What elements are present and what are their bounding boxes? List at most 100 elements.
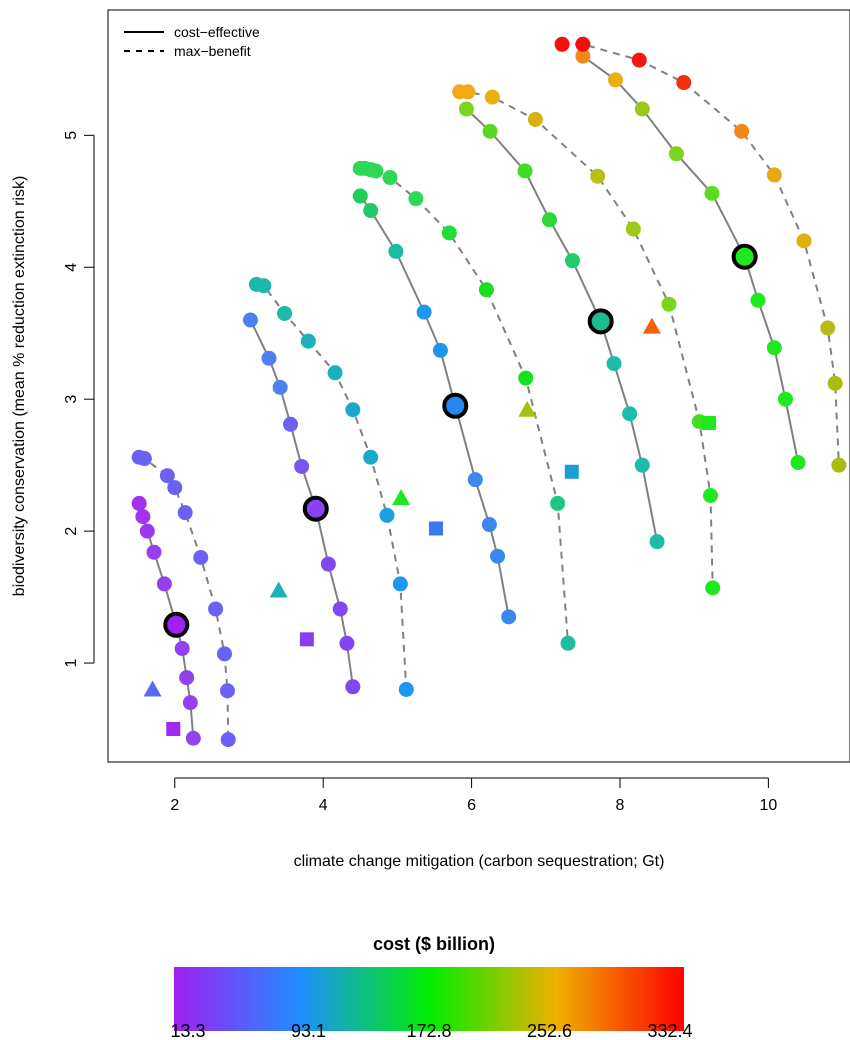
- data-point-27: [339, 636, 354, 651]
- series-line-2-dashed: [139, 457, 228, 739]
- data-point-32: [301, 334, 316, 349]
- x-axis-label: climate change mitigation (carbon seques…: [294, 853, 665, 870]
- colorbar-title: cost ($ billion): [373, 934, 495, 954]
- triangle-marker-2: [270, 581, 288, 597]
- x-tick-label-6: 6: [467, 797, 476, 814]
- data-point-65: [622, 406, 637, 421]
- x-tick-label-4: 4: [319, 797, 328, 814]
- x-tick-label-2: 2: [170, 797, 179, 814]
- data-point-64: [607, 356, 622, 371]
- data-point-71: [528, 112, 543, 127]
- data-point-38: [399, 682, 414, 697]
- x-tick-label-10: 10: [759, 797, 777, 814]
- data-point-87: [555, 37, 570, 52]
- y-tick-label-5: 5: [63, 131, 80, 140]
- data-point-81: [669, 146, 684, 161]
- highlighted-point-5: [734, 246, 756, 268]
- data-point-53: [408, 191, 423, 206]
- legend-label-cost-effective: cost−effective: [174, 24, 260, 40]
- data-point-41: [388, 244, 403, 259]
- data-point-4: [147, 545, 162, 560]
- data-point-40: [363, 203, 378, 218]
- data-point-79: [608, 72, 623, 87]
- data-point-24: [294, 459, 309, 474]
- series-line-10-dashed: [562, 44, 839, 465]
- square-marker-5: [702, 416, 716, 430]
- colorbar-tick-label-3: 172.8: [406, 1021, 451, 1040]
- data-point-80: [635, 101, 650, 116]
- data-point-77: [705, 580, 720, 595]
- data-point-42: [417, 305, 432, 320]
- data-point-93: [796, 233, 811, 248]
- highlighted-point-3: [444, 395, 466, 417]
- data-point-51: [368, 163, 383, 178]
- triangle-marker-4: [518, 401, 536, 417]
- data-point-72: [590, 169, 605, 184]
- data-point-8: [183, 695, 198, 710]
- data-point-36: [379, 508, 394, 523]
- y-tick-label-4: 4: [63, 263, 80, 272]
- triangle-marker-1: [144, 680, 162, 696]
- data-point-19: [221, 732, 236, 747]
- data-point-60: [483, 124, 498, 139]
- data-point-39: [353, 189, 368, 204]
- data-point-25: [321, 557, 336, 572]
- data-point-9: [186, 731, 201, 746]
- data-point-92: [767, 167, 782, 182]
- x-tick-label-8: 8: [616, 797, 625, 814]
- data-point-14: [178, 505, 193, 520]
- data-point-23: [283, 417, 298, 432]
- data-point-57: [550, 496, 565, 511]
- data-point-52: [382, 170, 397, 185]
- data-point-74: [661, 297, 676, 312]
- data-point-26: [333, 601, 348, 616]
- triangle-marker-5: [643, 318, 661, 334]
- colorbar-tick-label-4: 252.6: [527, 1021, 572, 1040]
- colorbar-tick-label-2: 93.1: [291, 1021, 326, 1040]
- data-point-94: [820, 320, 835, 335]
- series-line-7-solid: [466, 109, 657, 542]
- data-point-61: [518, 163, 533, 178]
- highlighted-point-1: [165, 614, 187, 636]
- data-point-46: [490, 549, 505, 564]
- square-marker-3: [429, 521, 443, 535]
- colorbar-tick-label-5: 332.4: [647, 1021, 692, 1040]
- data-point-91: [734, 124, 749, 139]
- data-point-55: [479, 282, 494, 297]
- data-point-5: [157, 576, 172, 591]
- y-tick-label-2: 2: [63, 527, 80, 536]
- highlighted-point-4: [590, 310, 612, 332]
- data-point-16: [208, 601, 223, 616]
- colorbar-tick-label-1: 13.3: [170, 1021, 205, 1040]
- data-point-30: [256, 278, 271, 293]
- y-axis-label: biodiversity conservation (mean % reduct…: [11, 176, 28, 597]
- highlighted-point-2: [305, 498, 327, 520]
- data-point-18: [220, 683, 235, 698]
- data-point-37: [393, 576, 408, 591]
- data-point-58: [561, 636, 576, 651]
- data-point-43: [433, 343, 448, 358]
- data-point-83: [750, 293, 765, 308]
- data-point-67: [650, 534, 665, 549]
- data-point-84: [767, 340, 782, 355]
- data-points: [132, 37, 847, 747]
- square-marker-1: [166, 722, 180, 736]
- data-point-28: [345, 679, 360, 694]
- y-tick-label-1: 1: [63, 659, 80, 668]
- data-point-59: [459, 101, 474, 116]
- data-point-1: [132, 496, 147, 511]
- data-point-54: [442, 225, 457, 240]
- data-point-95: [828, 376, 843, 391]
- data-point-63: [565, 253, 580, 268]
- data-point-66: [635, 458, 650, 473]
- data-point-2: [135, 509, 150, 524]
- data-point-85: [778, 392, 793, 407]
- series-line-9-solid: [583, 56, 798, 462]
- colorbar: cost ($ billion) 13.3 93.1 172.8 252.6 332.4: [170, 934, 692, 1040]
- legend-label-max-benefit: max−benefit: [174, 43, 251, 59]
- data-point-17: [217, 646, 232, 661]
- legend: cost−effective max−benefit: [124, 24, 260, 59]
- data-point-11: [137, 451, 152, 466]
- data-point-90: [676, 75, 691, 90]
